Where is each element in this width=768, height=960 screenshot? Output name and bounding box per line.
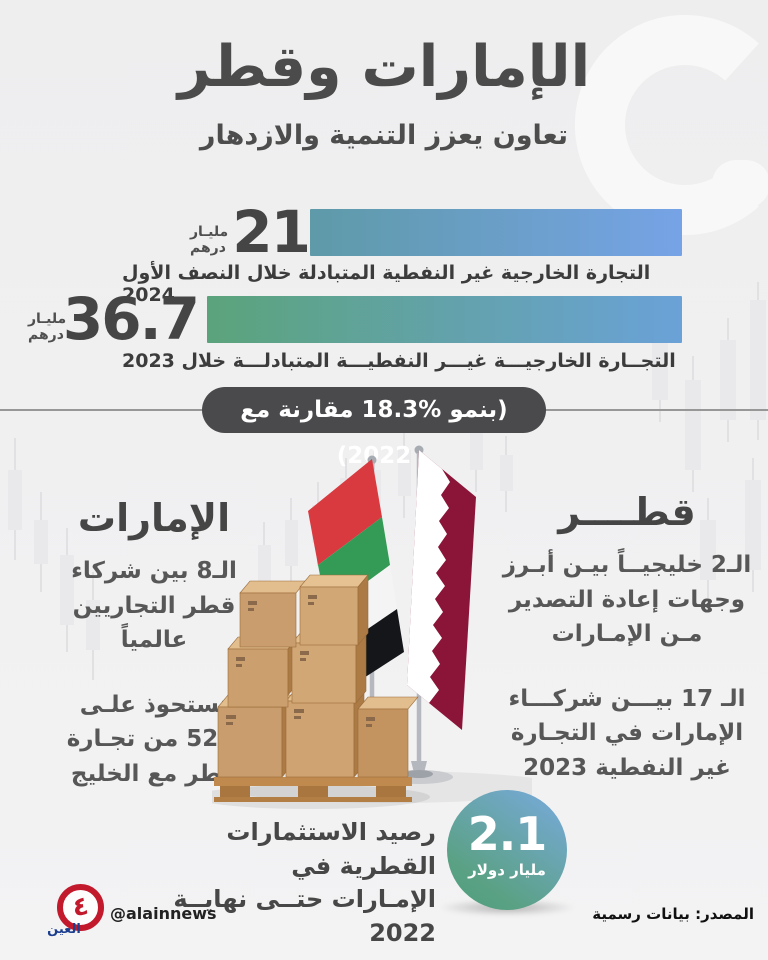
alain-logo-watermark	[574, 15, 768, 235]
bar1-unit: مليـار درهم	[190, 224, 229, 257]
uae-heading: الإمارات	[77, 496, 231, 540]
qatar-section: قطــــر الـ2 خليجيــاً بيـن أبـرز وجهات …	[498, 490, 756, 785]
uae-section: الإمارات الـ8 بين شركاء قطر التجاريين عا…	[38, 496, 270, 791]
page-subtitle: تعاون يعزز التنمية والازدهار	[199, 120, 569, 151]
bar1-2024	[310, 209, 682, 256]
bar2-unit: مليـار درهم	[28, 311, 67, 344]
alain-logo-text: العين	[47, 922, 81, 937]
candlestick-watermark	[8, 282, 766, 680]
growth-badge: (بنمو %18.3 مقارنة مع 2022)	[202, 387, 546, 469]
investment-value: 2.1	[467, 807, 548, 861]
investment-label: رصيد الاستثمارات القطرية في الإمـارات حت…	[173, 818, 436, 947]
qatar-heading: قطــــر	[558, 490, 696, 534]
investment-unit: مليار دولار	[468, 861, 546, 879]
bar1-value: 21	[232, 198, 311, 266]
source-note: المصدر: بيانات رسمية	[592, 905, 754, 923]
investment-circle: 2.1 مليار دولار	[447, 790, 567, 910]
bar2-value: 36.7	[62, 285, 200, 353]
uae-fact-rank: الـ8 بين شركاء قطر التجاريين عالمياً	[71, 558, 237, 653]
flags-and-cargo-illustration	[212, 445, 532, 809]
bar2-2023	[207, 296, 682, 343]
pallet-icon	[214, 777, 412, 802]
cargo-boxes-icon	[217, 574, 419, 778]
qatar-flag-icon	[385, 445, 476, 784]
alain-logo-icon: ٤	[70, 891, 91, 923]
bar2-label: التجــارة الخارجيـــة غيـــر النفطيـــة …	[122, 350, 676, 372]
qatar-fact-rank: الـ 17 بيـــن شركـــاء الإمارات في التجـ…	[508, 685, 746, 781]
alain-logo: ٤	[57, 884, 104, 931]
page-title: الإمارات وقطر	[177, 34, 591, 100]
social-handle: @alainnews	[110, 904, 217, 923]
bar1-label: التجارة الخارجية غير النفطية المتبادلة خ…	[122, 262, 651, 306]
qatar-fact-reexport: الـ2 خليجيــاً بيـن أبـرز وجهات إعادة ال…	[502, 552, 752, 647]
